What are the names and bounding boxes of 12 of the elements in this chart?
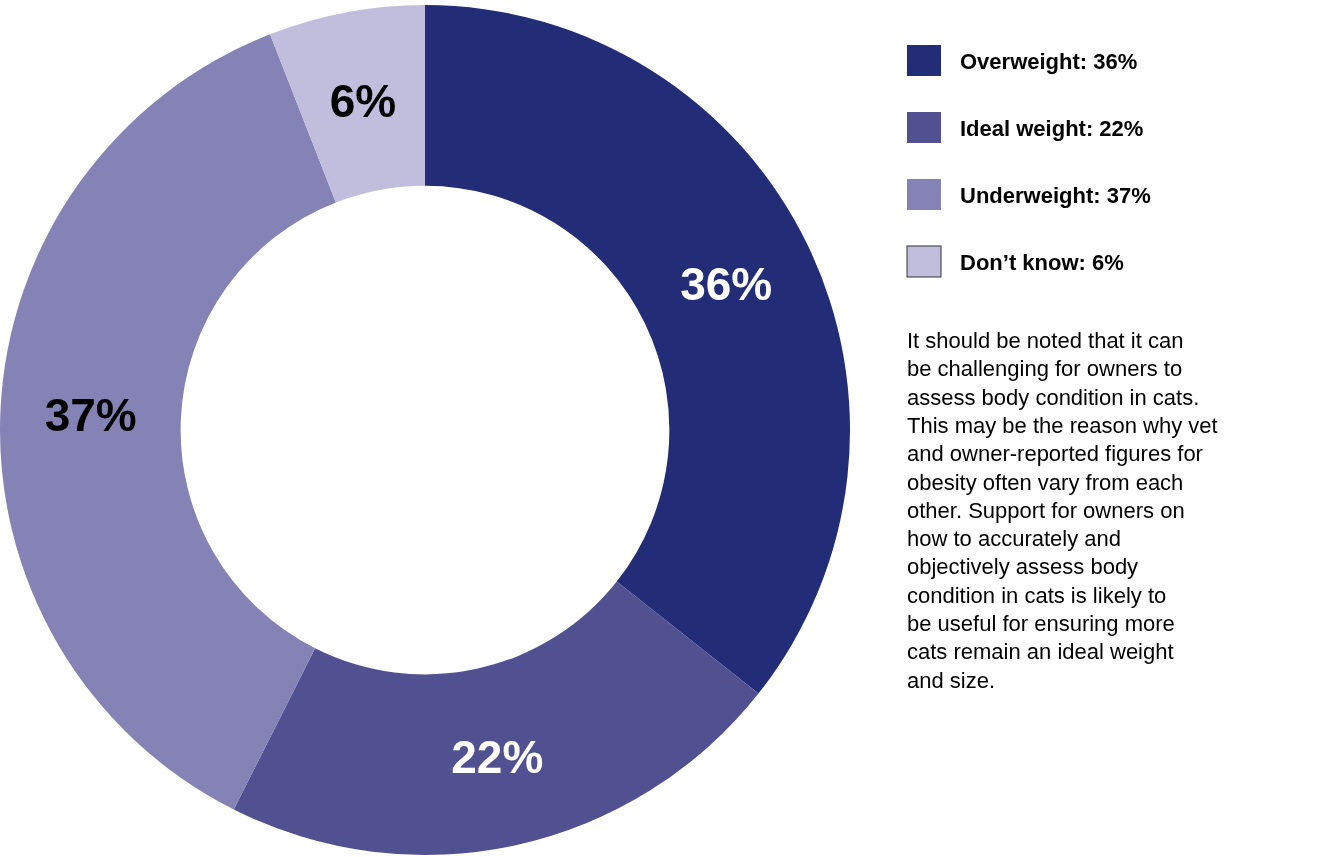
legend-label: Don’t know: 6% (960, 249, 1124, 275)
legend-label: Underweight: 37% (960, 182, 1151, 208)
donut-slice (233, 581, 759, 855)
data-label: 22% (451, 730, 544, 783)
text: It should be noted that it can be challenging for owners to assess body condition in cats. This may be the reason why vet and owner-reported figures for obesity often vary from each other. Support for owners on how to accurately and objectively assess body condition in cats is likely to be useful for ensuring more cats remain an ideal weight and size. (907, 328, 1218, 693)
legend-label: Ideal weight: 22% (960, 115, 1144, 141)
data-label: 37% (44, 388, 137, 441)
data-label: 36% (680, 258, 773, 311)
legend-label: Overweight: 36% (960, 48, 1138, 74)
donut-slice (270, 5, 425, 203)
donut-slice (425, 5, 850, 694)
data-label: 6% (329, 75, 397, 128)
